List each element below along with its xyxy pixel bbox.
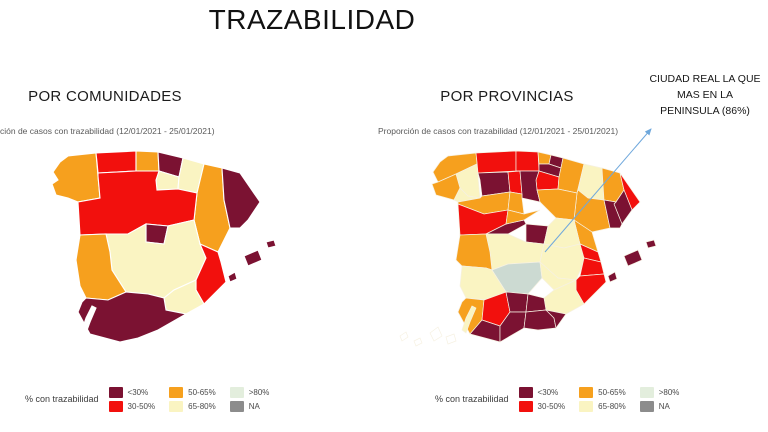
legend-swatch-b5065 [169,386,184,398]
legend-column: >80% NA [229,386,270,412]
annotation-line-2: MAS EN LA [676,88,734,101]
legend-item-label: 65-80% [598,401,626,411]
legend-item: 50-65% [579,386,626,398]
legend-item: >80% [639,386,680,398]
legend-label: % con trazabilidad [435,394,509,404]
region-illes-balears [243,249,263,267]
region-almeria [544,309,567,329]
legend-item: <30% [108,386,156,398]
legend-item-label: 30-50% [537,401,566,411]
region-canarias [33,337,43,347]
legend-item: 30-50% [518,400,566,412]
region-palencia [507,170,523,195]
region-soria [536,188,578,221]
legend-item: 50-65% [169,386,216,398]
region-asturias [95,150,137,174]
region-canarias [49,326,63,342]
heading-por-provincias: POR PROVINCIAS [440,88,574,105]
region-canarias-orientales [461,305,477,334]
region-valladolid [507,191,525,215]
region-canarias [65,333,77,345]
region-illes-balears [623,249,643,267]
legend-column: 50-65% 65-80% [169,386,216,412]
legend-swatch-b6580 [169,400,184,412]
legend-swatch-b5065 [579,386,594,398]
legend-item: >80% [229,386,270,398]
legend-column: >80% NA [639,386,680,412]
region-segovia [505,209,541,225]
region-cantabria [515,150,540,172]
legend-item: NA [639,400,680,412]
legend-item-label: <30% [537,387,559,397]
legend-provinces: % con trazabilidad <30% 30-50% 50-65% 65-80… [435,378,679,420]
subtitle-left: ción de casos con trazabilidad (12/01/20… [0,126,215,136]
legend-swatch-lt30 [518,386,533,398]
legend-item: 30-50% [108,400,156,412]
region-illes-balears [265,239,277,249]
legend-item-label: 50-65% [188,387,216,397]
map-provinces [399,150,657,347]
region-canarias-occidentales [445,333,457,345]
legend-column: <30% 30-50% [518,386,566,412]
annotation-ciudad-real: CIUDAD REAL LA QUE MAS EN LA PENINSULA (… [645,72,765,119]
region-cantabria [135,150,160,172]
legend-item-label: >80% [658,387,680,397]
region-andalucia [77,291,188,343]
region-malaga [499,311,527,343]
legend-item: <30% [518,386,566,398]
heading-por-comunidades: POR COMUNIDADES [28,88,182,105]
map-communities [19,150,277,347]
legend-items-right: <30% 30-50% 50-65% 65-80% >80% NA [518,386,680,412]
legend-item: NA [229,400,270,412]
region-asturias [475,150,517,174]
legend-swatch-gt80 [639,386,654,398]
region-galicia [51,152,101,203]
legend-communities: % con trazabilidad <30% 30-50% 50-65% 65-80… [25,378,269,420]
region-cataluna [221,167,261,229]
legend-swatch-b3050 [518,400,533,412]
legend-swatch-lt30 [108,386,123,398]
legend-column: <30% 30-50% [108,386,156,412]
region-canarias-occidentales [413,337,423,347]
region-canarias [19,331,29,342]
region-illes-balears [607,271,618,283]
region-canarias [81,305,97,334]
region-cordoba [505,291,529,313]
legend-swatch-na [229,400,244,412]
legend-swatch-b6580 [579,400,594,412]
legend-label: % con trazabilidad [25,394,99,404]
legend-item-label: NA [658,401,670,411]
legend-item: 65-80% [169,400,216,412]
region-canarias-occidentales [429,326,443,342]
legend-swatch-na [639,400,654,412]
annotation-line-3: PENINSULA (86%) [660,104,750,117]
region-canarias-occidentales [399,331,409,342]
region-illes-balears [645,239,657,249]
region-comunidad-valenciana [195,242,227,305]
subtitle-right: Proporción de casos con trazabilidad (12… [378,126,619,136]
slide-title: TRAZABILIDAD [208,4,416,35]
legend-swatch-b3050 [108,400,123,412]
legend-item-label: 65-80% [188,401,216,411]
legend-item-label: >80% [248,387,270,397]
legend-column: 50-65% 65-80% [579,386,626,412]
legend-items-left: <30% 30-50% 50-65% 65-80% >80% NA [108,386,270,412]
region-caceres [455,233,493,271]
legend-item-label: NA [248,401,260,411]
region-illes-balears [227,271,238,283]
annotation-line-1: CIUDAD REAL LA QUE [649,73,761,85]
legend-item: 65-80% [579,400,626,412]
region-jaen [525,293,547,313]
region-guadalajara [543,217,581,249]
legend-item-label: 30-50% [127,401,156,411]
legend-swatch-gt80 [229,386,244,398]
legend-item-label: 50-65% [598,387,626,397]
legend-item-label: <30% [127,387,149,397]
region-burgos [519,170,541,203]
